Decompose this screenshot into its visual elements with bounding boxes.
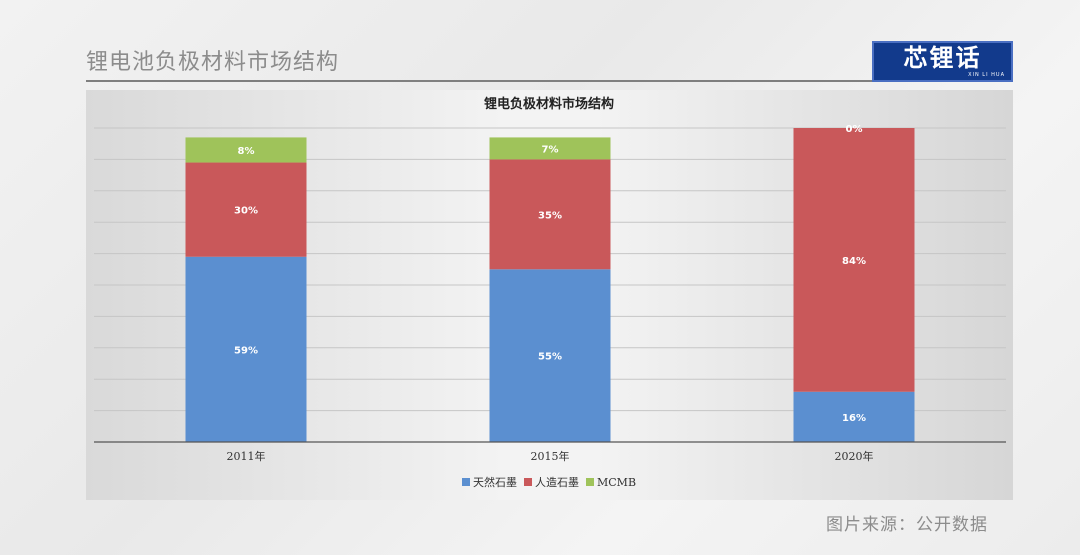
data-label: 55% bbox=[538, 352, 562, 363]
bar-segment bbox=[185, 256, 307, 442]
x-tick-label: 2020年 bbox=[835, 449, 874, 463]
legend-label: MCMB bbox=[597, 476, 636, 489]
bar-segment bbox=[489, 137, 611, 160]
chart-panel: 锂电负极材料市场结构 59% 30% 8% 2011年 55% 35% 7% 2015年 16%… bbox=[86, 90, 1013, 500]
bar-segment bbox=[793, 128, 915, 392]
bar-segment bbox=[185, 137, 307, 163]
data-label: 59% bbox=[234, 345, 258, 356]
source-note: 图片来源：公开数据 bbox=[826, 515, 988, 535]
data-label: 84% bbox=[842, 256, 866, 267]
bar-segment bbox=[185, 162, 307, 257]
logo-subtext: XIN LI HUA bbox=[968, 72, 1005, 78]
data-label: 8% bbox=[238, 146, 255, 157]
data-label: 16% bbox=[842, 413, 866, 424]
legend-label: 天然石墨 bbox=[473, 475, 517, 489]
data-label: 7% bbox=[542, 144, 559, 155]
bar-segment bbox=[793, 391, 915, 442]
legend-swatch bbox=[462, 478, 470, 486]
brand-logo: 芯锂话 XIN LI HUA bbox=[872, 41, 1013, 82]
bar-segment bbox=[489, 269, 611, 442]
legend-label: 人造石墨 bbox=[535, 475, 579, 489]
stacked-bar-chart: 锂电负极材料市场结构 59% 30% 8% 2011年 55% 35% 7% 2015年 16%… bbox=[94, 96, 1006, 489]
data-label: 30% bbox=[234, 206, 258, 217]
data-label: 0% bbox=[846, 124, 863, 135]
chart-title: 锂电负极材料市场结构 bbox=[484, 96, 614, 112]
legend-swatch bbox=[524, 478, 532, 486]
bar-segment bbox=[489, 159, 611, 270]
title-divider bbox=[86, 80, 1013, 82]
slide-title: 锂电池负极材料市场结构 bbox=[86, 50, 340, 75]
logo-text: 芯锂话 bbox=[903, 44, 982, 72]
x-tick-label: 2011年 bbox=[227, 449, 266, 463]
data-label: 35% bbox=[538, 210, 562, 221]
x-tick-label: 2015年 bbox=[531, 449, 570, 463]
legend-swatch bbox=[586, 478, 594, 486]
